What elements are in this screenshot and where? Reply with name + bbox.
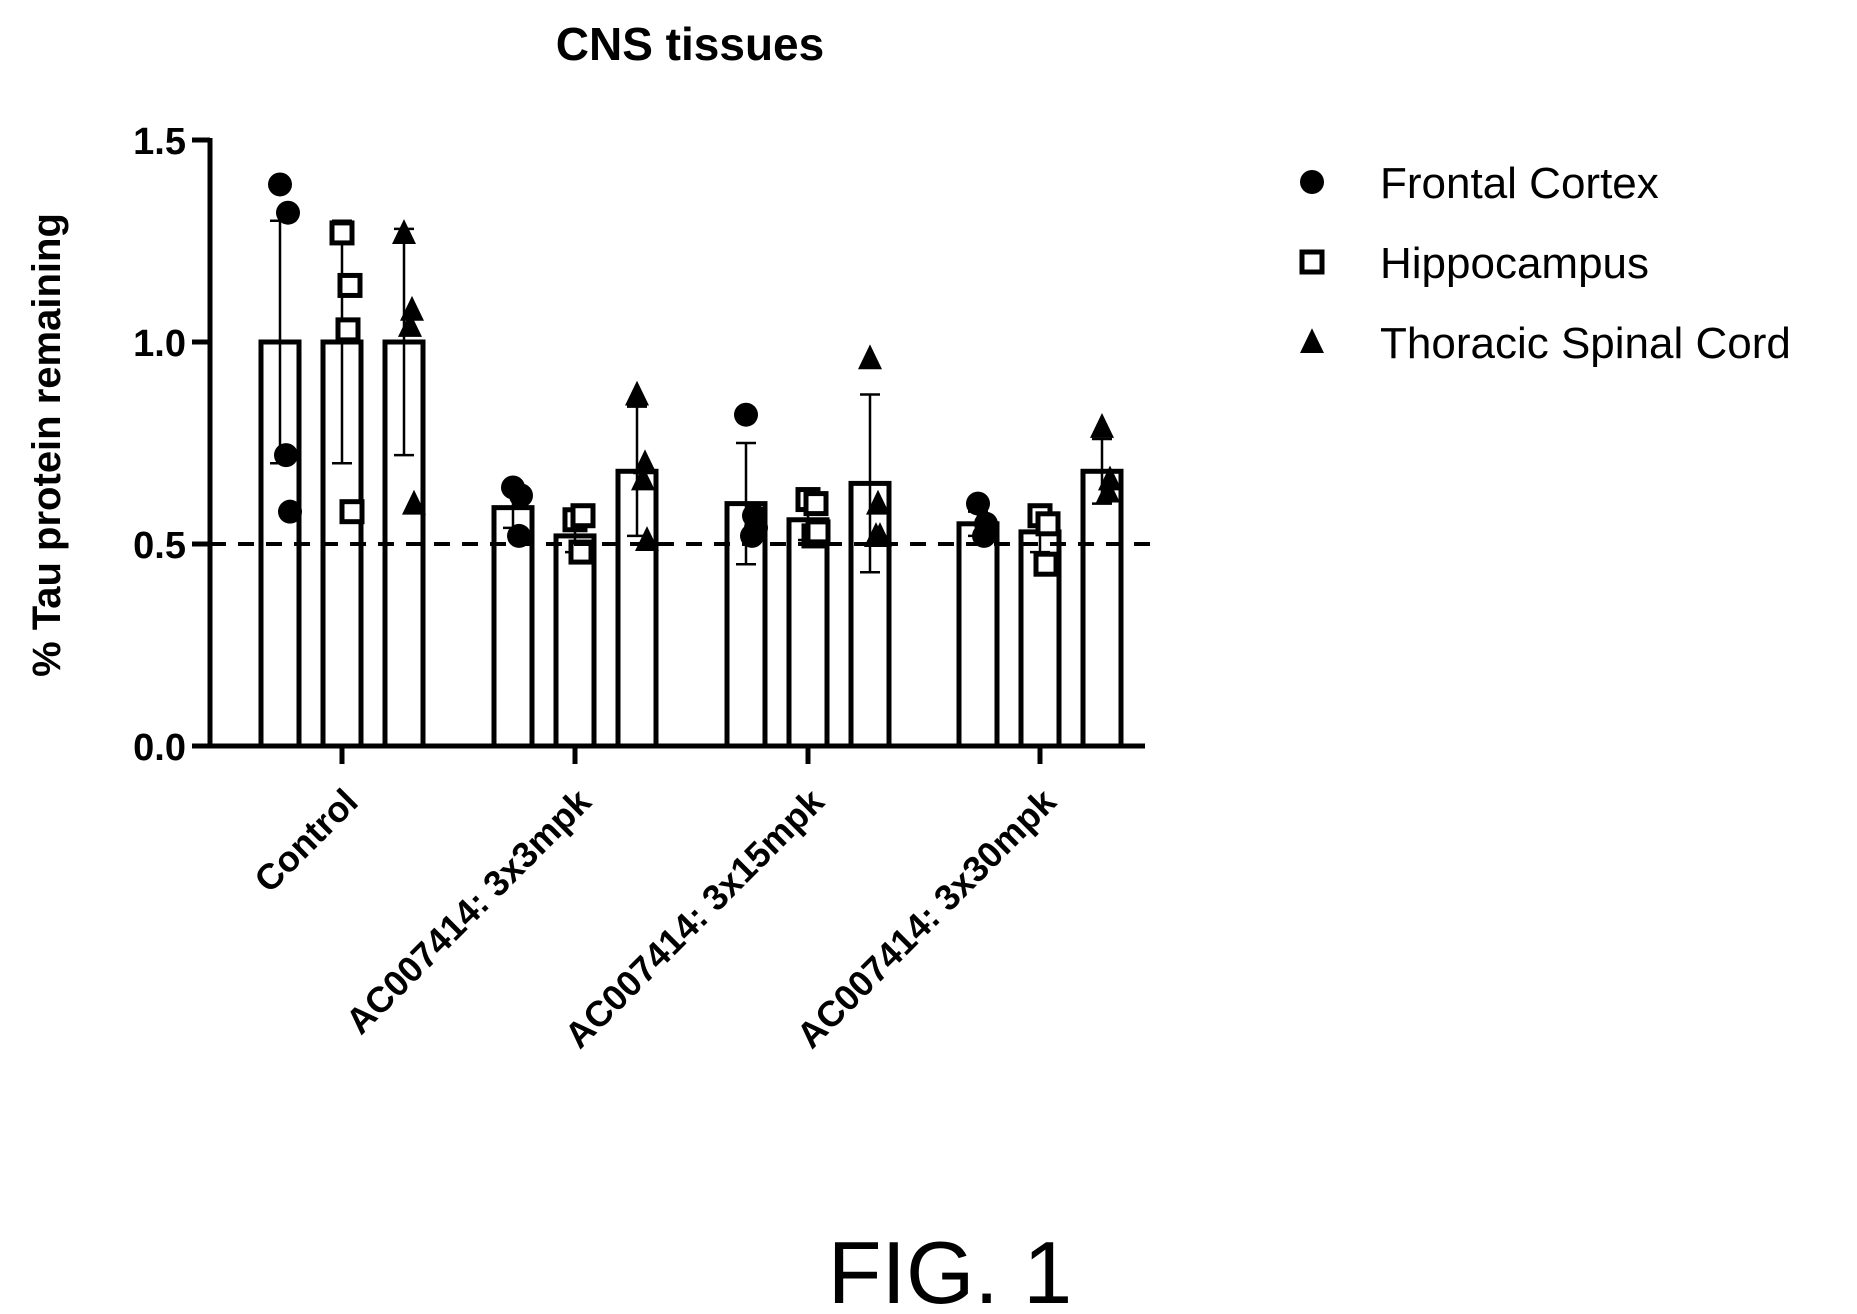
x-tick-label: AC007414: 3x15mpk <box>556 780 832 1056</box>
data-point <box>402 489 426 515</box>
legend-label: Frontal Cortex <box>1380 159 1659 208</box>
data-point <box>509 483 533 508</box>
data-point <box>268 172 292 197</box>
y-tick-label: 1.0 <box>133 323 186 365</box>
y-axis-label: % Tau protein remaining <box>25 213 69 677</box>
data-point <box>1090 413 1114 438</box>
legend-marker <box>1300 170 1324 194</box>
data-point <box>633 449 657 475</box>
y-tick-label: 0.5 <box>133 525 186 567</box>
data-point <box>1033 551 1059 577</box>
data-point <box>1096 477 1120 503</box>
data-point <box>335 317 361 343</box>
data-point <box>966 491 990 516</box>
data-point <box>625 380 649 406</box>
legend: Frontal Cortex Hippocampus Thoracic Spinal… <box>1299 159 1791 368</box>
bar <box>1080 468 1124 749</box>
x-tick-label: AC007414: 3x3mpk <box>338 780 600 1042</box>
legend-marker <box>1300 328 1324 354</box>
data-point <box>1098 465 1122 491</box>
data-point <box>398 312 422 337</box>
data-point <box>744 515 768 540</box>
bar <box>786 517 830 749</box>
x-tick-label: AC007414: 3x30mpk <box>788 780 1064 1056</box>
data-point <box>400 295 424 321</box>
data-point <box>570 503 596 529</box>
x-tick-label: Control <box>246 781 365 900</box>
data-point <box>868 522 892 547</box>
bar <box>956 521 1000 749</box>
legend-label: Hippocampus <box>1380 239 1649 288</box>
chart-title: CNS tissues <box>556 18 824 70</box>
figure-label: FIG. 1 <box>828 1223 1073 1314</box>
data-point <box>866 489 890 515</box>
data-point <box>734 402 758 427</box>
data-point <box>972 523 996 548</box>
data-point <box>276 200 300 225</box>
data-point <box>507 523 531 548</box>
y-tick-label: 0.0 <box>133 727 186 769</box>
data-point <box>274 443 298 468</box>
legend-label: Thoracic Spinal Cord <box>1380 319 1791 368</box>
data-point <box>631 465 655 491</box>
data-point <box>858 344 882 370</box>
y-tick-label: 1.5 <box>133 121 186 163</box>
data-point <box>337 272 363 298</box>
legend-marker <box>1299 249 1325 275</box>
data-point <box>278 499 302 524</box>
data-point <box>329 220 355 246</box>
data-point <box>392 219 416 244</box>
data-point <box>803 491 829 517</box>
data-point <box>339 499 365 525</box>
data-point <box>1035 511 1061 537</box>
data-point <box>805 519 831 545</box>
bar <box>553 533 597 749</box>
